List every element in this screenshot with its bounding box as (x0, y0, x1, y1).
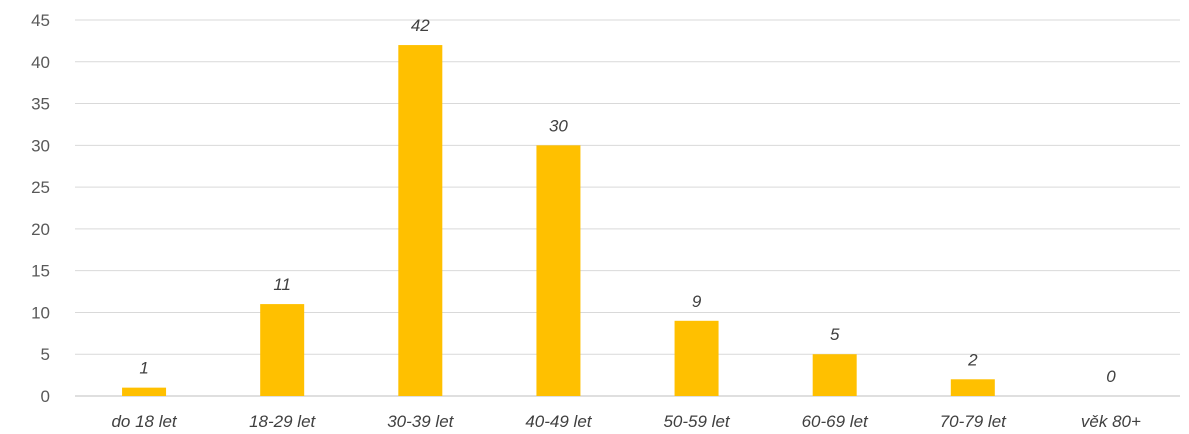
bar (536, 145, 581, 396)
x-tick-label: 70-79 let (940, 412, 1007, 431)
y-tick-label: 0 (41, 387, 50, 406)
bar (122, 387, 167, 396)
bar-value-label: 42 (411, 16, 430, 35)
gridlines (75, 19, 1180, 397)
y-tick-label: 5 (41, 345, 50, 364)
x-tick-label: věk 80+ (1081, 412, 1141, 431)
x-tick-label: 60-69 let (802, 412, 869, 431)
bars (122, 45, 995, 397)
x-tick-label: 50-59 let (663, 412, 730, 431)
bar-value-label: 11 (273, 275, 291, 294)
x-tick-label: 40-49 let (525, 412, 592, 431)
y-tick-label: 35 (31, 95, 50, 114)
y-tick-label: 30 (31, 136, 50, 155)
y-tick-label: 25 (31, 178, 50, 197)
y-tick-label: 40 (31, 53, 50, 72)
x-tick-label: 30-39 let (387, 412, 454, 431)
bar (950, 379, 995, 396)
bar (812, 354, 857, 396)
y-tick-label: 10 (31, 303, 50, 322)
bar-value-label: 5 (830, 325, 840, 344)
bar-value-label: 0 (1106, 367, 1116, 386)
y-axis-ticks: 0 5 10 15 20 25 30 35 40 45 (31, 11, 50, 406)
bar (260, 304, 305, 396)
y-tick-label: 45 (31, 11, 50, 30)
y-tick-label: 15 (31, 262, 50, 281)
bar-value-label: 9 (692, 292, 702, 311)
bar-value-label: 1 (139, 359, 148, 378)
bar-value-label: 2 (967, 350, 978, 369)
bar (398, 45, 443, 397)
y-tick-label: 20 (31, 220, 50, 239)
x-tick-label: 18-29 let (249, 412, 316, 431)
x-axis-ticks: do 18 let 18-29 let 30-39 let 40-49 let 50-5… (111, 412, 1141, 431)
bar-value-label: 30 (549, 116, 568, 135)
bar (674, 320, 719, 396)
x-tick-label: do 18 let (111, 412, 177, 431)
